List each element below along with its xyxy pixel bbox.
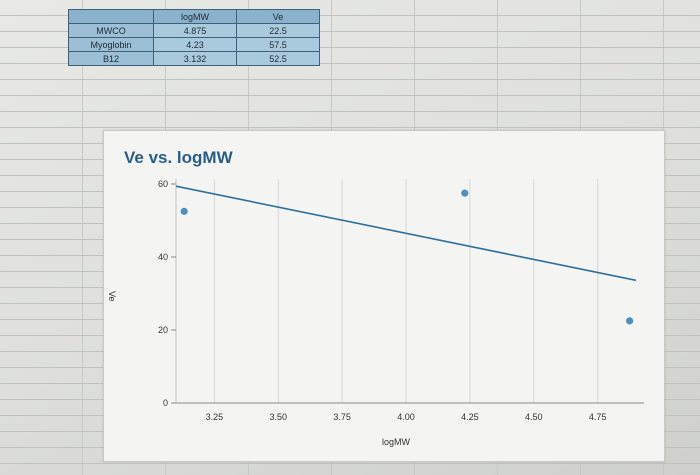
x-axis-label: logMW: [382, 437, 411, 447]
chart-card[interactable]: Ve vs. logMW 3.25 3.50 3.75 4.00 4.25 4.50 4.7…: [103, 130, 665, 462]
table-row: Myoglobin 4.23 57.5: [68, 37, 320, 52]
x-tick-label: 3.75: [333, 412, 351, 422]
y-tick-label: 40: [158, 252, 168, 262]
logmw-cell[interactable]: 4.875: [153, 23, 237, 38]
x-tick-label: 3.25: [206, 412, 224, 422]
ve-cell[interactable]: 22.5: [236, 23, 320, 38]
data-point: [180, 207, 188, 215]
x-tick-label: 4.75: [589, 412, 607, 422]
row-label-cell[interactable]: MWCO: [68, 23, 154, 38]
row-label-cell[interactable]: B12: [68, 51, 154, 66]
data-point: [461, 189, 469, 197]
chart-plot[interactable]: 3.25 3.50 3.75 4.00 4.25 4.50 4.75 0 20 40 60: [104, 131, 664, 461]
x-tick-label: 3.50: [269, 412, 287, 422]
y-tick-label: 0: [163, 398, 168, 408]
table-header-blank[interactable]: [68, 9, 154, 24]
y-axis-label: Ve: [107, 291, 117, 302]
table-row: MWCO 4.875 22.5: [68, 23, 320, 38]
row-label-cell[interactable]: Myoglobin: [68, 37, 154, 52]
table-header-row: logMW Ve: [68, 9, 320, 24]
x-tick-label: 4.50: [525, 412, 543, 422]
table-header-ve[interactable]: Ve: [236, 9, 320, 24]
x-tick-label: 4.00: [397, 412, 415, 422]
table-header-logmw[interactable]: logMW: [153, 9, 237, 24]
table-row: B12 3.132 52.5: [68, 51, 320, 66]
y-tick-label: 60: [158, 179, 168, 189]
x-tick-label: 4.25: [461, 412, 479, 422]
ve-cell[interactable]: 52.5: [236, 51, 320, 66]
data-table: logMW Ve MWCO 4.875 22.5 Myoglobin 4.23 …: [68, 9, 320, 66]
chart-title: Ve vs. logMW: [124, 148, 233, 167]
y-tick-label: 20: [158, 325, 168, 335]
logmw-cell[interactable]: 3.132: [153, 51, 237, 66]
ve-cell[interactable]: 57.5: [236, 37, 320, 52]
logmw-cell[interactable]: 4.23: [153, 37, 237, 52]
data-point: [626, 317, 634, 325]
trendline: [175, 185, 637, 282]
